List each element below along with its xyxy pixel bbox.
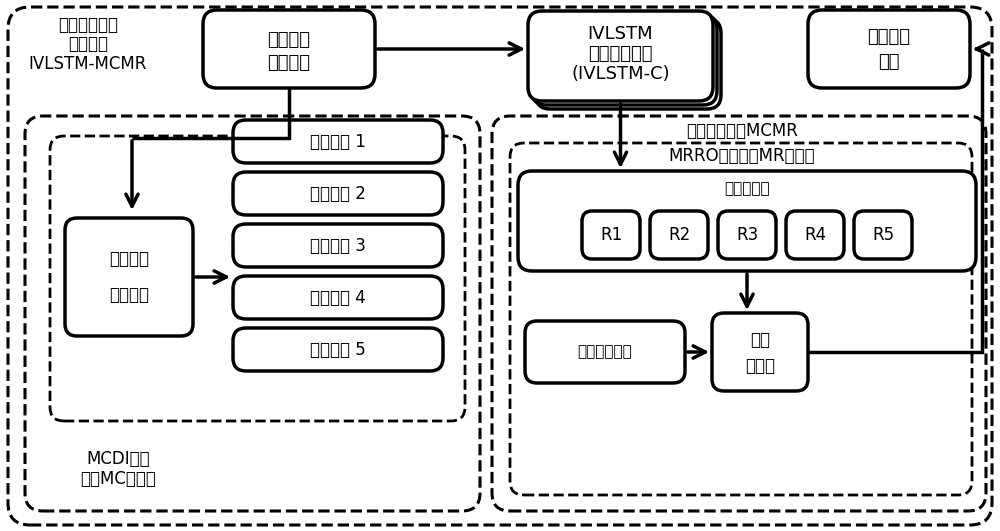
FancyBboxPatch shape bbox=[233, 328, 443, 371]
Text: 输入输出模块MCMR: 输入输出模块MCMR bbox=[686, 122, 798, 140]
Text: IVLSTM-MCMR: IVLSTM-MCMR bbox=[29, 55, 147, 73]
Text: 最终预测: 最终预测 bbox=[868, 28, 910, 46]
Text: 数据通道 5: 数据通道 5 bbox=[310, 340, 366, 358]
Text: (IVLSTM-C): (IVLSTM-C) bbox=[571, 65, 670, 83]
Text: （用MC指代）: （用MC指代） bbox=[80, 470, 156, 488]
Text: MRRO模型（用MR指代）: MRRO模型（用MR指代） bbox=[669, 147, 815, 165]
Text: 空气质量: 空气质量 bbox=[268, 31, 310, 49]
Text: 整合器: 整合器 bbox=[745, 357, 775, 375]
FancyBboxPatch shape bbox=[536, 19, 721, 109]
FancyBboxPatch shape bbox=[233, 224, 443, 267]
Text: 总体数据: 总体数据 bbox=[268, 54, 310, 72]
Text: 深度学习网络: 深度学习网络 bbox=[588, 45, 653, 63]
FancyBboxPatch shape bbox=[718, 211, 776, 259]
FancyBboxPatch shape bbox=[532, 15, 717, 105]
Text: 数据通道 1: 数据通道 1 bbox=[310, 133, 366, 150]
Text: 数据通道 3: 数据通道 3 bbox=[310, 236, 366, 254]
Text: MCDI模型: MCDI模型 bbox=[86, 450, 150, 468]
FancyBboxPatch shape bbox=[518, 171, 976, 271]
Text: 数据通道 2: 数据通道 2 bbox=[310, 184, 366, 202]
Text: 方法部件: 方法部件 bbox=[109, 286, 149, 304]
Text: R1: R1 bbox=[600, 226, 622, 244]
Text: 数据筛选: 数据筛选 bbox=[109, 250, 149, 268]
FancyBboxPatch shape bbox=[233, 172, 443, 215]
FancyBboxPatch shape bbox=[525, 321, 685, 383]
Text: R2: R2 bbox=[668, 226, 690, 244]
Text: 结果: 结果 bbox=[878, 53, 900, 71]
FancyBboxPatch shape bbox=[233, 120, 443, 163]
FancyBboxPatch shape bbox=[233, 276, 443, 319]
FancyBboxPatch shape bbox=[65, 218, 193, 336]
FancyBboxPatch shape bbox=[650, 211, 708, 259]
Text: 数据通道 4: 数据通道 4 bbox=[310, 288, 366, 306]
FancyBboxPatch shape bbox=[582, 211, 640, 259]
FancyBboxPatch shape bbox=[808, 10, 970, 88]
Text: IVLSTM: IVLSTM bbox=[588, 25, 653, 43]
FancyBboxPatch shape bbox=[528, 11, 713, 101]
Text: 数据: 数据 bbox=[750, 331, 770, 349]
Text: 初步结果组: 初步结果组 bbox=[724, 182, 770, 196]
FancyBboxPatch shape bbox=[712, 313, 808, 391]
Text: R3: R3 bbox=[736, 226, 758, 244]
Text: R5: R5 bbox=[872, 226, 894, 244]
FancyBboxPatch shape bbox=[854, 211, 912, 259]
FancyBboxPatch shape bbox=[786, 211, 844, 259]
FancyBboxPatch shape bbox=[203, 10, 375, 88]
Text: 空气质量预测: 空气质量预测 bbox=[58, 16, 118, 34]
Text: 整体模型: 整体模型 bbox=[68, 35, 108, 53]
Text: 路径选择部件: 路径选择部件 bbox=[578, 345, 632, 359]
Text: R4: R4 bbox=[804, 226, 826, 244]
